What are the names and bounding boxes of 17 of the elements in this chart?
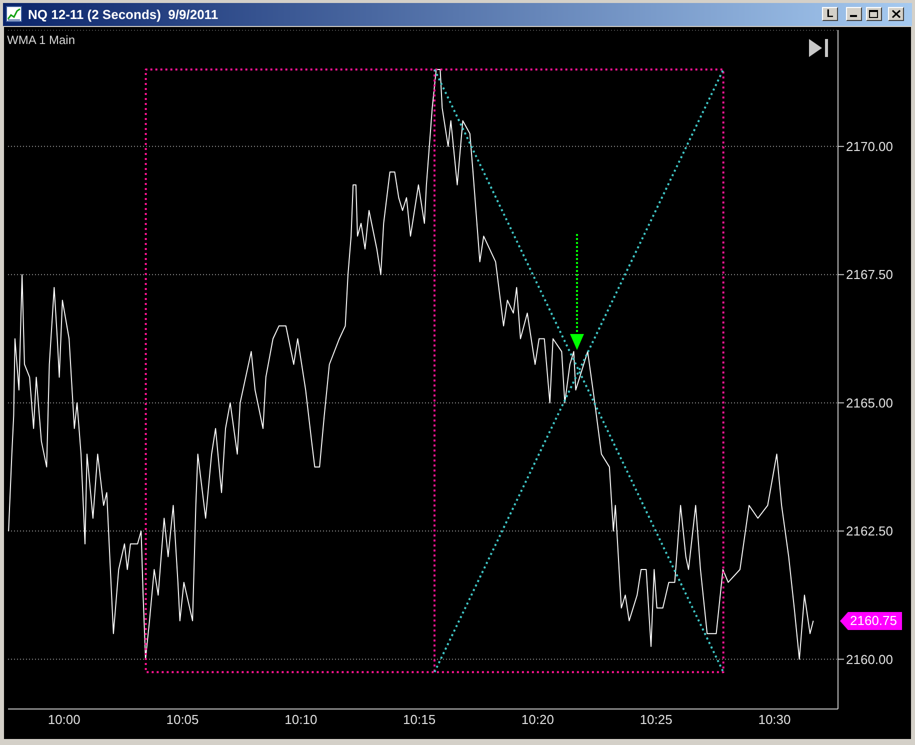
x-tick-label: 10:20 (521, 712, 554, 728)
x-tick-label: 10:10 (284, 712, 318, 728)
y-tick-label: 2162.50 (846, 524, 893, 539)
x-tick-label: 10:25 (640, 712, 672, 728)
line-series (8, 68, 814, 660)
x-tick-label: 10:30 (758, 712, 791, 728)
chart-title: NQ 12-11 (2 Seconds) 9/9/2011 (28, 6, 218, 24)
annotation: 2160.75 (850, 612, 897, 630)
x-tick-label: 10:05 (166, 712, 199, 728)
y-tick-label: 2170.00 (846, 139, 893, 154)
y-tick-label: 2167.50 (846, 267, 893, 282)
y-tick-label: 2160.00 (846, 652, 893, 667)
window-button: L (822, 7, 838, 21)
chart-subtitle: WMA 1 Main (7, 33, 76, 47)
y-tick-label: 2165.00 (846, 395, 893, 410)
x-tick-label: 10:00 (48, 712, 80, 728)
x-tick-label: 10:15 (403, 712, 436, 728)
